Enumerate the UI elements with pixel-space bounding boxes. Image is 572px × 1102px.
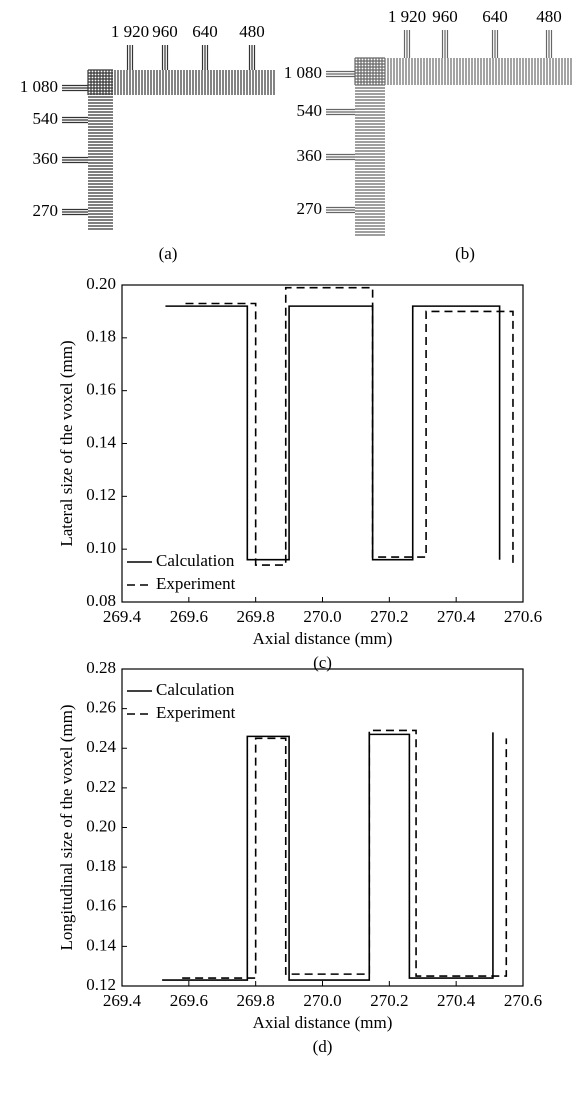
legend-label: Calculation xyxy=(156,551,235,570)
x-tick-label: 269.6 xyxy=(170,991,208,1010)
y-tick-label: 0.10 xyxy=(86,538,116,557)
series-line xyxy=(165,306,499,560)
x-tick-label: 269.6 xyxy=(170,607,208,626)
figure: 1 9209606404801 080540360270(a)1 9209606… xyxy=(0,0,572,1102)
y-tick-label: 0.16 xyxy=(86,380,116,399)
y-tick-label: 0.16 xyxy=(86,896,116,915)
resolution-label: 360 xyxy=(297,146,323,165)
x-tick-label: 270.4 xyxy=(437,991,476,1010)
resolution-label: 640 xyxy=(482,7,508,26)
y-tick-label: 0.26 xyxy=(86,698,116,717)
y-tick-label: 0.18 xyxy=(86,856,116,875)
x-tick-label: 270.2 xyxy=(370,991,408,1010)
caption: (b) xyxy=(455,244,475,263)
x-tick-label: 270.4 xyxy=(437,607,476,626)
resolution-label: 270 xyxy=(33,201,59,220)
x-axis-label: Axial distance (mm) xyxy=(253,1013,393,1032)
x-tick-label: 270.2 xyxy=(370,607,408,626)
x-tick-label: 270.0 xyxy=(303,607,341,626)
resolution-label: 1 080 xyxy=(284,63,322,82)
x-axis-label: Axial distance (mm) xyxy=(253,629,393,648)
resolution-label: 540 xyxy=(297,101,323,120)
resolution-label: 960 xyxy=(152,22,178,41)
y-tick-label: 0.18 xyxy=(86,327,116,346)
y-tick-label: 0.14 xyxy=(86,935,116,954)
x-tick-label: 270.0 xyxy=(303,991,341,1010)
resolution-label: 540 xyxy=(33,109,59,128)
resolution-label: 360 xyxy=(33,149,59,168)
resolution-label: 1 920 xyxy=(111,22,149,41)
resolution-label: 270 xyxy=(297,199,323,218)
caption: (d) xyxy=(313,1037,333,1056)
y-tick-label: 0.24 xyxy=(86,737,116,756)
y-tick-label: 0.20 xyxy=(86,816,116,835)
x-tick-label: 269.8 xyxy=(237,607,275,626)
series-line xyxy=(182,730,506,978)
y-tick-label: 0.20 xyxy=(86,274,116,293)
y-tick-label: 0.28 xyxy=(86,658,116,677)
resolution-label: 480 xyxy=(536,7,562,26)
x-tick-label: 270.6 xyxy=(504,991,542,1010)
series-line xyxy=(162,732,493,980)
y-tick-label: 0.08 xyxy=(86,591,116,610)
caption: (a) xyxy=(159,244,178,263)
y-tick-label: 0.12 xyxy=(86,975,116,994)
x-tick-label: 270.6 xyxy=(504,607,542,626)
y-tick-label: 0.22 xyxy=(86,777,116,796)
y-axis-label: Lateral size of the voxel (mm) xyxy=(57,340,76,546)
resolution-label: 640 xyxy=(192,22,218,41)
resolution-label: 1 920 xyxy=(388,7,426,26)
resolution-label: 1 080 xyxy=(20,77,58,96)
y-tick-label: 0.12 xyxy=(86,485,116,504)
x-tick-label: 269.8 xyxy=(237,991,275,1010)
resolution-label: 960 xyxy=(432,7,458,26)
y-tick-label: 0.14 xyxy=(86,432,116,451)
legend-label: Calculation xyxy=(156,680,235,699)
legend-label: Experiment xyxy=(156,574,236,593)
series-line xyxy=(185,288,512,565)
legend-label: Experiment xyxy=(156,703,236,722)
resolution-label: 480 xyxy=(239,22,265,41)
y-axis-label: Longitudinal size of the voxel (mm) xyxy=(57,705,76,951)
